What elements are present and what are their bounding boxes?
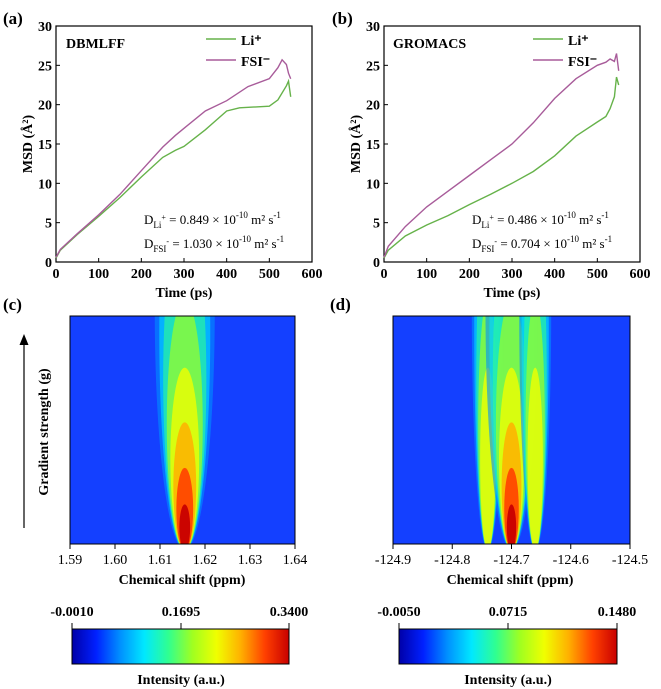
legend-fsi-label-b: FSI⁻ <box>568 55 597 70</box>
panel-a-label: (a) <box>3 9 23 28</box>
panel-d: (d) -124.9 -124.8 -124.7 -124.6 -124.5 Chemi… <box>330 295 648 588</box>
panel-b: (b) 0 100 200 300 400 500 600 0 5 10 15 20 25 30 GROM… <box>332 9 651 301</box>
panel-d-axes: -124.9 -124.8 -124.7 -124.6 -124.5 <box>375 315 648 568</box>
diffusion-fsi-annotation-b: DFSI- = 0.704 × 10-10 m² s-1 <box>472 234 612 254</box>
colorbar-c-gradient <box>71 628 290 665</box>
y-tick-label: 30 <box>366 20 380 35</box>
y-tick-label: 25 <box>366 59 380 74</box>
panel-a-ylabel: MSD (Å²) <box>20 115 36 174</box>
y-tick-label: 20 <box>38 99 52 114</box>
y-tick-label: 15 <box>38 138 52 153</box>
colorbar-d-label: Intensity (a.u.) <box>464 673 552 688</box>
panel-a-title: DBMLFF <box>66 37 125 52</box>
heatmap-d <box>393 316 630 544</box>
colorbar-d-tick-mid: 0.0715 <box>489 605 528 620</box>
colorbar-d-tick-min: -0.0050 <box>377 605 420 620</box>
colorbar-c-tick-min: -0.0010 <box>50 605 93 620</box>
series-line-fsi-b <box>383 53 620 258</box>
panel-b-title: GROMACS <box>393 37 466 52</box>
x-tick-label: 400 <box>544 267 565 282</box>
series-line-fsi-a <box>55 58 292 258</box>
panel-c-xlabel: Chemical shift (ppm) <box>119 573 246 588</box>
x-tick-label: -124.8 <box>434 553 470 568</box>
heatmap-d-peaks <box>471 316 552 544</box>
x-tick-label: 500 <box>587 267 608 282</box>
panel-a: (a) 0 100 200 300 400 500 600 0 5 10 15 20 25 30 DBML… <box>3 9 323 301</box>
diffusion-li-annotation-a: DLi+ = 0.849 × 10-10 m² s-1 <box>144 210 281 230</box>
x-tick-label: -124.7 <box>493 553 529 568</box>
panel-b-axes: 0 100 200 300 400 500 600 0 5 10 15 20 25 30 <box>366 20 651 282</box>
y-tick-label: 25 <box>38 59 52 74</box>
x-tick-label: 500 <box>259 267 280 282</box>
diffusion-fsi-annotation-a: DFSI- = 1.030 × 10-10 m² s-1 <box>144 234 284 254</box>
colorbar-c: -0.0010 0.1695 0.3400 Intensity (a.u.) <box>50 605 308 688</box>
panel-b-ylabel: MSD (Å²) <box>348 115 364 174</box>
y-tick-label: 0 <box>45 256 52 271</box>
legend-fsi-label-a: FSI⁻ <box>241 55 270 70</box>
legend-li-label-b: Li⁺ <box>568 34 589 49</box>
x-tick-label: 1.64 <box>283 553 308 568</box>
x-tick-label: 100 <box>88 267 109 282</box>
y-tick-label: 5 <box>45 217 52 232</box>
heatmap-c-peaks <box>154 316 215 544</box>
diffusion-li-annotation-b: DLi+ = 0.486 × 10-10 m² s-1 <box>472 210 609 230</box>
panel-c-label: (c) <box>3 295 22 314</box>
x-tick-label: 600 <box>302 267 323 282</box>
heatmap-c <box>70 316 295 544</box>
legend-li-label-a: Li⁺ <box>241 34 262 49</box>
x-tick-label: 1.63 <box>238 553 263 568</box>
colorbar-c-label: Intensity (a.u.) <box>137 673 225 688</box>
intensity-contour <box>527 367 543 544</box>
heatmap-frame <box>69 315 296 545</box>
y-tick-label: 15 <box>366 138 380 153</box>
panel-b-label: (b) <box>332 9 353 28</box>
intensity-contour <box>179 504 191 544</box>
x-tick-label: 1.62 <box>193 553 218 568</box>
y-tick-label: 5 <box>373 217 380 232</box>
panel-c-ylabel: Gradient strength (g) <box>37 368 52 496</box>
y-tick-label: 10 <box>38 177 52 192</box>
x-tick-label: 1.60 <box>103 553 128 568</box>
colorbar-c-tick-mid: 0.1695 <box>162 605 201 620</box>
series-line-li-a <box>55 78 292 259</box>
y-tick-label: 20 <box>366 99 380 114</box>
x-tick-label: 1.61 <box>148 553 173 568</box>
x-tick-label: 200 <box>459 267 480 282</box>
panel-c-axes: 1.59 1.60 1.61 1.62 1.63 1.64 <box>58 315 308 568</box>
y-tick-label: 30 <box>38 20 52 35</box>
x-tick-label: 400 <box>216 267 237 282</box>
colorbar-d-tick-max: 0.1480 <box>598 605 637 620</box>
y-tick-label: 10 <box>366 177 380 192</box>
colorbar-d-gradient <box>398 628 618 665</box>
x-tick-label: -124.5 <box>612 553 648 568</box>
x-tick-label: 200 <box>131 267 152 282</box>
panel-a-axes: 0 100 200 300 400 500 600 0 5 10 15 20 25 30 <box>38 20 323 282</box>
x-tick-label: 300 <box>502 267 523 282</box>
x-tick-label: 100 <box>416 267 437 282</box>
panel-d-xlabel: Chemical shift (ppm) <box>447 573 574 588</box>
colorbar-c-tick-max: 0.3400 <box>270 605 309 620</box>
y-tick-label: 0 <box>373 256 380 271</box>
x-tick-label: 600 <box>630 267 651 282</box>
x-tick-label: 1.59 <box>58 553 83 568</box>
colorbar-d: -0.0050 0.0715 0.1480 Intensity (a.u.) <box>377 605 636 688</box>
x-tick-label: -124.6 <box>553 553 589 568</box>
panel-c: (c) 1.59 1.60 1.61 1.62 1.63 1.64 Chemical sh… <box>3 295 308 588</box>
gradient-arrow-icon <box>19 334 29 345</box>
x-tick-label: 0 <box>53 267 60 282</box>
panel-a-xlabel: Time (ps) <box>156 286 213 301</box>
panel-d-label: (d) <box>330 295 351 314</box>
x-tick-label: 300 <box>174 267 195 282</box>
x-tick-label: 0 <box>381 267 388 282</box>
series-line-li-b <box>383 76 620 259</box>
intensity-contour <box>506 504 517 544</box>
panel-b-xlabel: Time (ps) <box>484 286 541 301</box>
x-tick-label: -124.9 <box>375 553 411 568</box>
